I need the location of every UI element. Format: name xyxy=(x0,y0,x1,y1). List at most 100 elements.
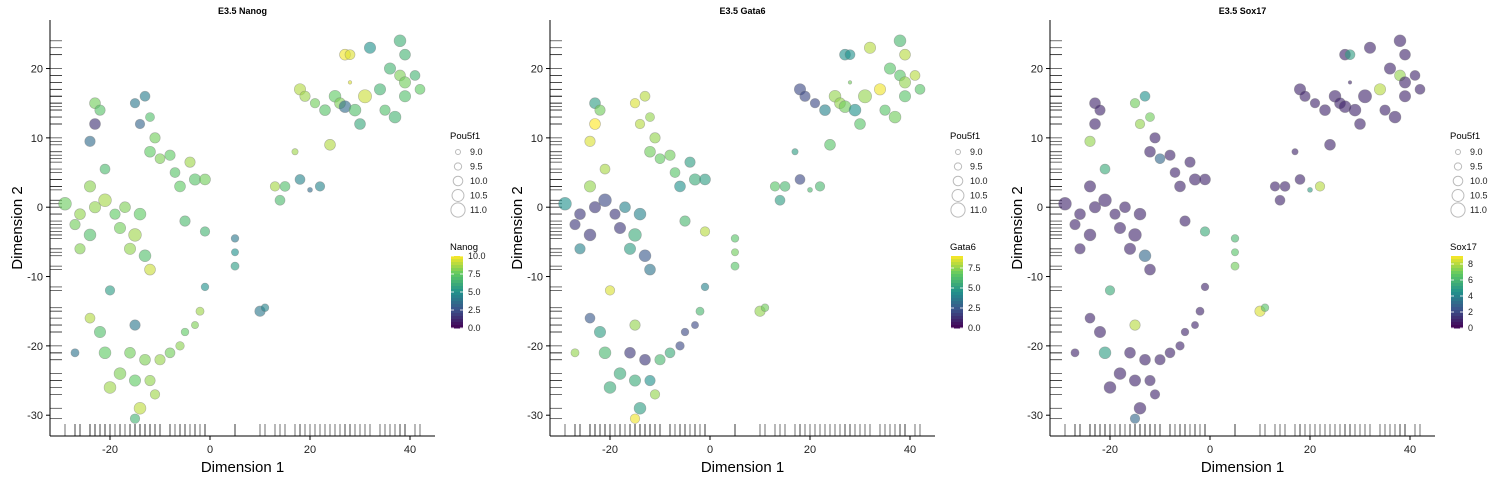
colorbar-segment xyxy=(451,304,463,308)
data-point xyxy=(584,312,596,324)
data-point xyxy=(93,325,107,339)
colorbar-segment xyxy=(1451,292,1463,296)
colorbar-label: 2.5 xyxy=(968,303,981,313)
data-point xyxy=(654,354,666,366)
data-point xyxy=(588,201,602,214)
data-point xyxy=(144,263,156,276)
colorbar-segment xyxy=(451,274,463,278)
data-point xyxy=(324,139,336,151)
data-point xyxy=(1109,208,1121,220)
data-point xyxy=(1098,346,1112,360)
size-legend-label: 10.0 xyxy=(970,176,988,186)
data-point xyxy=(164,347,176,359)
data-point xyxy=(1279,181,1291,192)
colorbar-segment xyxy=(451,268,463,272)
data-point xyxy=(699,226,711,237)
data-point xyxy=(344,49,356,60)
data-point xyxy=(179,215,191,227)
data-point xyxy=(1058,197,1072,211)
data-point xyxy=(134,118,146,130)
size-legend-key xyxy=(955,149,961,155)
color-legend-title: Gata6 xyxy=(950,242,976,253)
data-point xyxy=(348,103,362,117)
colorbar-segment xyxy=(1451,277,1463,281)
data-point xyxy=(664,149,676,161)
data-point xyxy=(1314,181,1326,192)
data-point xyxy=(379,104,391,116)
colorbar-segment xyxy=(951,292,963,296)
data-point xyxy=(791,148,799,156)
data-point xyxy=(1139,353,1151,366)
colorbar-segment xyxy=(1451,301,1463,305)
data-point xyxy=(1124,347,1136,359)
data-point xyxy=(1388,110,1402,124)
data-point xyxy=(898,90,912,103)
data-point xyxy=(124,347,136,359)
colorbar-segment xyxy=(1451,295,1463,299)
data-point xyxy=(1174,180,1186,193)
data-point xyxy=(599,163,611,175)
size-legend-label: 11.0 xyxy=(1470,205,1487,215)
data-point xyxy=(638,249,652,262)
data-point xyxy=(639,353,651,366)
data-point xyxy=(883,62,897,75)
colorbar-segment xyxy=(451,301,463,305)
colorbar-segment xyxy=(451,310,463,314)
colorbar-segment xyxy=(1451,283,1463,287)
colorbar-segment xyxy=(1451,316,1463,320)
size-legend-key xyxy=(1451,189,1465,202)
data-point xyxy=(299,90,311,102)
data-point xyxy=(914,84,926,95)
data-point xyxy=(1129,98,1141,109)
data-point xyxy=(1348,103,1362,117)
data-point xyxy=(680,327,690,337)
data-point xyxy=(1128,374,1142,387)
data-point xyxy=(133,402,147,415)
colorbar-segment xyxy=(951,295,963,299)
data-point xyxy=(879,104,891,116)
data-point xyxy=(175,341,185,351)
data-point xyxy=(188,173,202,186)
colorbar-label: 8 xyxy=(1468,259,1473,269)
data-point xyxy=(354,118,366,130)
data-point xyxy=(1144,374,1156,387)
data-point xyxy=(1145,112,1155,122)
data-point xyxy=(307,187,313,193)
data-point xyxy=(629,413,641,424)
y-tick-label: -10 xyxy=(527,272,543,284)
data-point xyxy=(819,104,831,116)
data-point xyxy=(1324,139,1336,151)
data-point xyxy=(1188,173,1202,186)
data-point xyxy=(1399,48,1411,61)
data-point xyxy=(1231,248,1239,257)
x-tick-label: 40 xyxy=(904,444,916,456)
colorbar-segment xyxy=(951,268,963,272)
data-point xyxy=(113,221,127,235)
colorbar-segment xyxy=(1451,280,1463,284)
data-point xyxy=(269,181,281,192)
data-point xyxy=(583,228,597,242)
size-legend-key xyxy=(451,189,465,202)
panel-2: E3.5 Gata6 -20 0 20 40 20 10 0 -10 -20 -30 Dimensio… xyxy=(509,6,988,476)
data-point xyxy=(1149,132,1161,144)
data-point xyxy=(363,41,377,54)
colorbar-segment xyxy=(451,277,463,281)
size-legend-label: 9.0 xyxy=(970,147,983,157)
x-tick-label: 0 xyxy=(207,444,213,456)
data-point xyxy=(133,207,147,221)
data-point xyxy=(1398,90,1412,103)
data-point xyxy=(1294,174,1306,185)
data-point xyxy=(274,194,286,206)
data-point xyxy=(138,249,152,262)
colorbar-segment xyxy=(951,316,963,320)
data-point xyxy=(98,346,112,360)
data-point xyxy=(628,228,642,242)
data-point xyxy=(609,208,621,220)
data-point xyxy=(1184,156,1196,168)
data-point xyxy=(633,402,647,415)
data-point xyxy=(1180,327,1190,337)
size-legend-key xyxy=(455,149,461,155)
colorbar-segment xyxy=(1451,274,1463,278)
data-point xyxy=(1070,348,1080,358)
data-point xyxy=(1084,135,1096,147)
